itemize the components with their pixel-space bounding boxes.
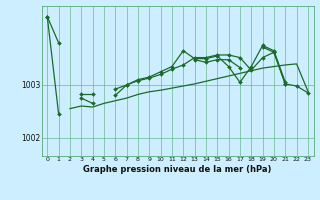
- X-axis label: Graphe pression niveau de la mer (hPa): Graphe pression niveau de la mer (hPa): [84, 165, 272, 174]
